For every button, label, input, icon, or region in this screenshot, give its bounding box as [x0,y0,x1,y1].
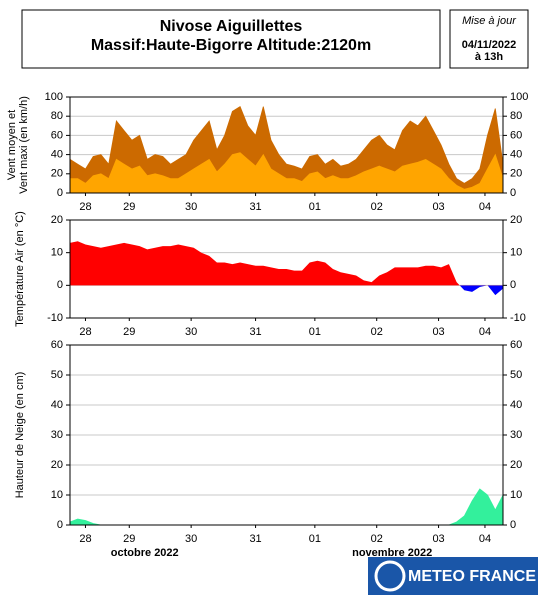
y2-tick-label: 10 [510,247,522,259]
x-tick-label: 04 [479,533,491,545]
y-tick-label: 60 [51,129,63,141]
logo-icon [374,560,406,592]
update-date: 04/11/2022 [462,39,516,51]
y2-tick-label: 20 [510,214,522,226]
y-tick-label: 80 [51,110,63,122]
x-tick-label: 28 [79,201,91,213]
x-tick-label: 30 [185,201,197,213]
x-tick-label: 02 [371,533,383,545]
y2-tick-label: 0 [510,279,516,291]
y2-tick-label: 80 [510,110,522,122]
subtitle: Massif:Haute-Bigorre Altitude:2120m [91,37,371,54]
y2-tick-label: 0 [510,187,516,199]
x-tick-label: 29 [123,201,135,213]
title: Nivose Aiguillettes [160,18,303,35]
y-axis-label: Vent moyen et [6,110,18,180]
x-tick-label: 03 [432,201,444,213]
x-tick-label: 04 [479,201,491,213]
y-tick-label: 100 [45,91,63,103]
x-tick-label: 03 [432,326,444,338]
y2-tick-label: 30 [510,429,522,441]
x-tick-label: 29 [123,533,135,545]
plot-frame [69,219,504,319]
title-box [21,9,441,69]
x-tick-label: 31 [249,201,261,213]
y-tick-label: -10 [47,312,63,324]
y-tick-label: 0 [57,519,63,531]
x-tick-label: 03 [432,533,444,545]
x-tick-label: 02 [371,201,383,213]
plot-frame [69,96,504,194]
y-tick-label: 0 [57,279,63,291]
month-label: octobre 2022 [111,547,179,559]
y2-tick-label: 20 [510,168,522,180]
y-tick-label: 20 [51,214,63,226]
y-tick-label: 60 [51,339,63,351]
x-tick-label: 30 [185,533,197,545]
y2-tick-label: 50 [510,369,522,381]
y2-tick-label: 10 [510,489,522,501]
y-axis-label: Hauteur de Neige (en cm) [14,372,26,499]
y-tick-label: 20 [51,459,63,471]
y-tick-label: 40 [51,399,63,411]
x-tick-label: 04 [479,326,491,338]
y2-tick-label: 0 [510,519,516,531]
update-label: Mise à jour [462,15,517,27]
y-axis-label: Température Air (en °C) [14,211,26,327]
logo-text: METEO FRANCE [408,568,536,585]
y2-tick-label: 60 [510,339,522,351]
y-tick-label: 0 [57,187,63,199]
y-tick-label: 30 [51,429,63,441]
y2-tick-label: 60 [510,129,522,141]
y-tick-label: 10 [51,247,63,259]
x-tick-label: 28 [79,326,91,338]
y2-tick-label: 40 [510,149,522,161]
y-tick-label: 20 [51,168,63,180]
y2-tick-label: -10 [510,312,526,324]
update-box [449,9,529,69]
area [70,241,503,296]
x-tick-label: 28 [79,533,91,545]
x-tick-label: 02 [371,326,383,338]
y-tick-label: 10 [51,489,63,501]
x-tick-label: 01 [309,533,321,545]
update-time: à 13h [475,51,503,63]
y2-tick-label: 100 [510,91,528,103]
plot-frame [69,344,504,526]
y-axis-label: Vent maxi (en km/h) [18,96,30,194]
x-tick-label: 01 [309,201,321,213]
x-tick-label: 31 [249,326,261,338]
x-tick-label: 31 [249,533,261,545]
y2-tick-label: 20 [510,459,522,471]
y-tick-label: 40 [51,149,63,161]
x-tick-label: 30 [185,326,197,338]
month-label: novembre 2022 [352,547,432,559]
x-tick-label: 01 [309,326,321,338]
y-tick-label: 50 [51,369,63,381]
area [69,152,504,194]
area [69,106,504,194]
y2-tick-label: 40 [510,399,522,411]
x-tick-label: 29 [123,326,135,338]
